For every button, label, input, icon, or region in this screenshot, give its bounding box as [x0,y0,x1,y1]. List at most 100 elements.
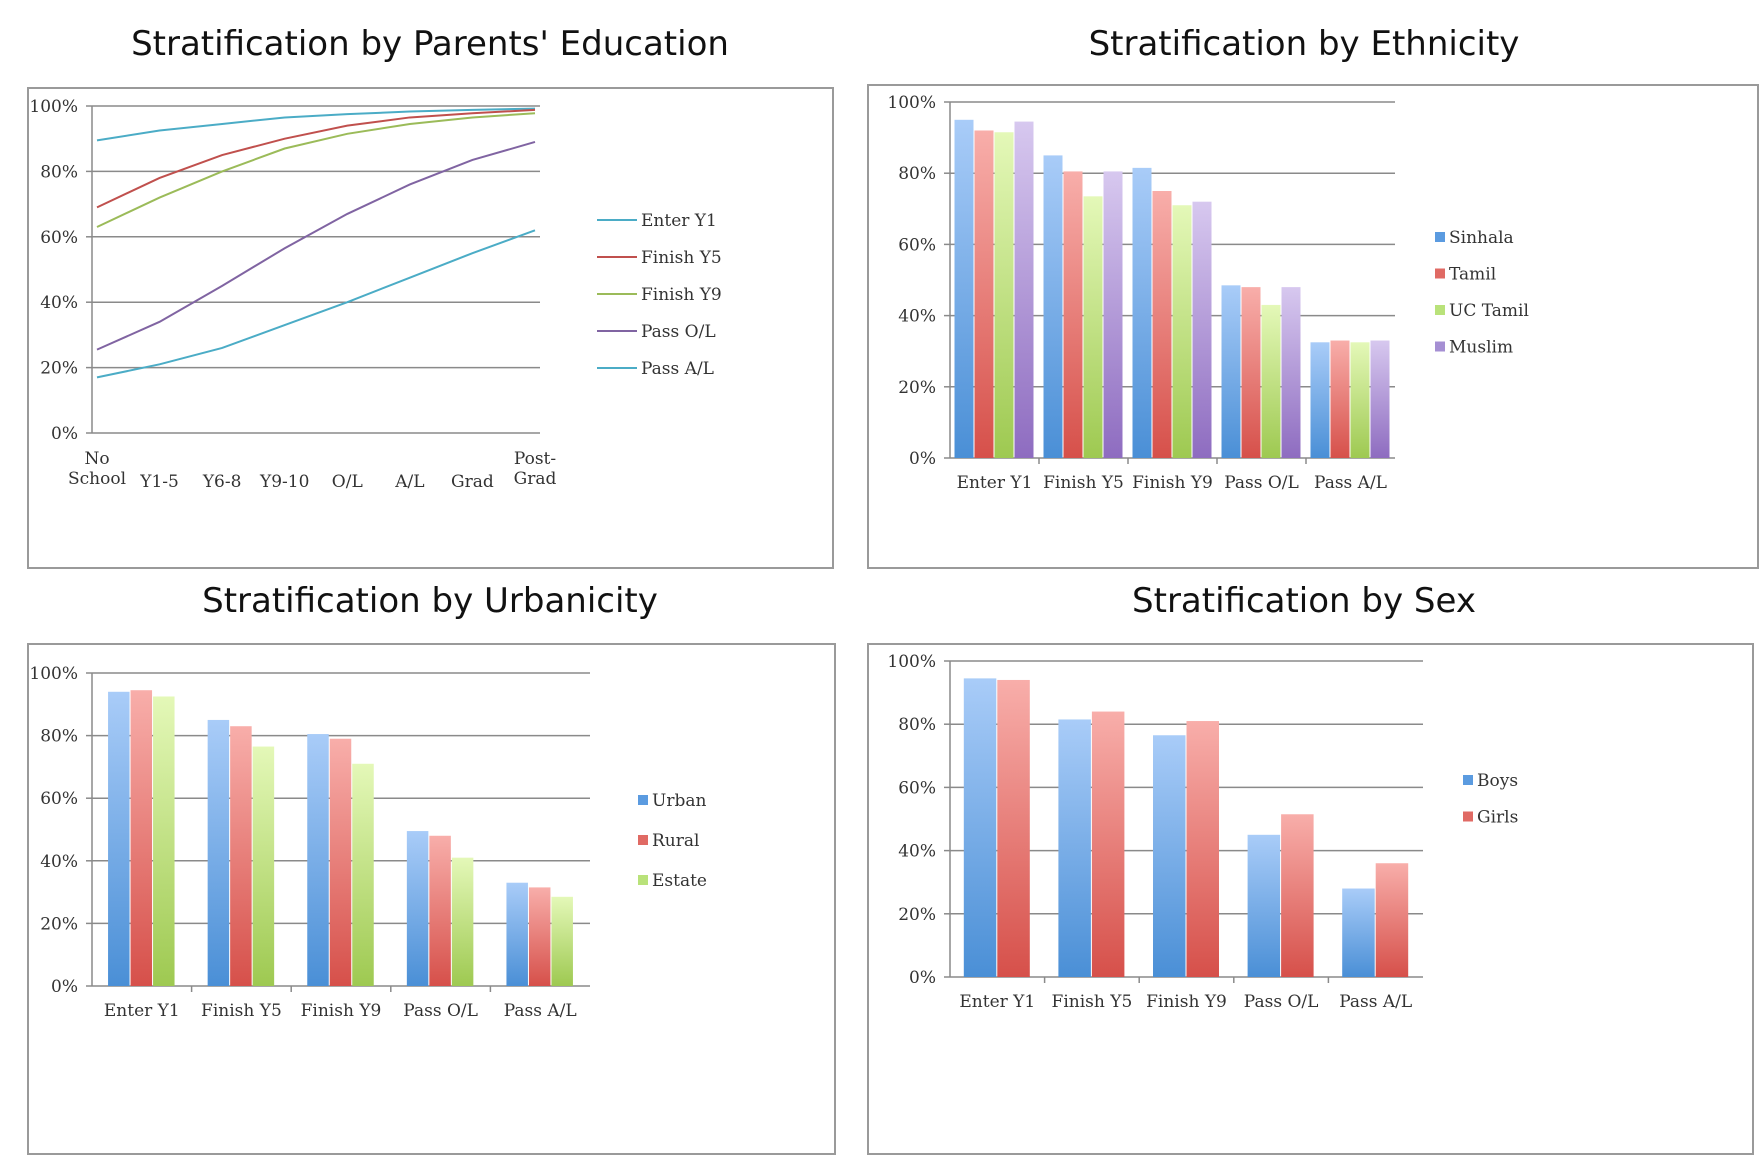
y-tick-label: 0% [909,968,936,988]
y-tick-label: 0% [51,424,78,444]
bar-estate [551,896,573,986]
bar-boys [1153,735,1186,977]
x-tick-label: Finish Y5 [201,1001,282,1021]
bar-sinhala [1043,155,1063,458]
bar-girls [1186,721,1219,977]
y-tick-label: 40% [898,842,936,862]
series-line [96,229,536,379]
bar-uc-tamil [1261,304,1281,458]
legend-swatch [638,875,648,885]
bar-girls [1375,863,1409,977]
bar-muslim [1192,201,1212,458]
y-tick-label: 100% [887,652,936,672]
bar-uc-tamil [1350,342,1370,458]
bar-urban [207,719,230,986]
bar-sinhala [1310,342,1330,458]
sex-chart: 0% 20% 40% 60% 80% 100% Enter Y1 Finish Y5 Finis… [887,652,1518,1012]
bar-uc-tamil [1172,205,1192,458]
bar-uc-tamil [1083,196,1103,458]
legend-label: Sinhala [1449,228,1514,248]
bar-estate [451,857,474,986]
x-tick-label: Finish Y5 [1052,992,1133,1012]
x-tick-label: Grad [514,469,557,489]
x-tick-label: Y6-8 [202,472,242,492]
y-tick-label: 60% [898,235,936,255]
legend-swatch [1435,305,1445,315]
bar-girls [997,679,1030,977]
legend-swatch [1435,268,1445,279]
series-line [96,141,536,351]
bar-tamil [974,130,994,459]
bar-rural [429,835,451,986]
legend-label: Pass A/L [641,359,714,379]
legend-label: Rural [652,831,699,851]
bar-sinhala [1221,285,1241,458]
bar-urban [406,831,429,986]
legend-label: Finish Y9 [641,285,722,305]
x-tick-label: A/L [394,472,424,492]
bar-girls [1281,814,1314,977]
y-tick-label: 100% [29,97,78,117]
y-tick-label: 80% [898,164,936,184]
x-tick-label: Finish Y9 [301,1001,382,1021]
bar-muslim [1103,171,1123,459]
legend-label: Girls [1477,808,1518,828]
x-tick-label: O/L [332,472,363,492]
bar-tamil [1063,171,1083,459]
bar-uc-tamil [994,132,1014,458]
x-tick-label: Enter Y1 [957,473,1033,493]
legend-swatch [638,835,648,845]
y-tick-label: 20% [40,359,78,379]
bar-sinhala [954,119,974,459]
x-tick-label: Pass O/L [1244,992,1319,1012]
y-tick-label: 40% [40,293,78,313]
ethnicity-chart-title: Stratification by Ethnicity [1088,24,1520,64]
y-tick-label: 0% [51,977,78,997]
bar-muslim [1370,340,1390,458]
x-tick-label: Finish Y9 [1132,473,1213,493]
urbanicity-chart-title: Stratification by Urbanicity [202,581,658,621]
y-tick-label: 100% [887,93,936,113]
y-tick-label: 20% [898,378,936,398]
bar-sinhala [1132,167,1152,459]
x-tick-label: Pass O/L [1224,473,1299,493]
legend-label: Estate [652,871,707,891]
ethnicity-chart: 0% 20% 40% 60% 80% 100% Enter Y1 Finish Y5 Finis… [887,93,1529,493]
x-tick-label: Y1-5 [139,472,179,492]
x-tick-label: No [84,449,109,469]
bar-boys [1058,719,1091,977]
bar-urban [307,734,329,986]
x-tick-label: Enter Y1 [959,992,1035,1012]
legend-label: Muslim [1449,338,1513,358]
x-tick-label: Pass A/L [504,1001,577,1021]
y-tick-label: 80% [40,727,78,747]
y-tick-label: 60% [40,228,78,248]
y-tick-label: 40% [40,852,78,872]
bar-rural [130,690,153,986]
y-tick-label: 100% [29,664,78,684]
bar-tamil [1330,340,1350,458]
legend-swatch [1463,775,1473,785]
legend-label: Tamil [1449,265,1496,285]
education-chart-title: Stratification by Parents' Education [131,24,729,64]
x-tick-label: Finish Y9 [1146,992,1227,1012]
y-tick-label: 60% [898,778,936,798]
y-tick-label: 80% [40,162,78,182]
x-tick-label: Pass O/L [403,1001,478,1021]
bar-estate [352,763,374,986]
legend-label: Pass O/L [641,322,716,342]
x-tick-label: Pass A/L [1314,473,1387,493]
legend-label: UC Tamil [1449,301,1529,321]
bar-girls [1091,711,1125,977]
bar-urban [108,691,130,986]
bar-boys [1247,834,1281,977]
education-chart-frame [27,87,834,569]
y-tick-label: 20% [898,905,936,925]
sex-chart-title: Stratification by Sex [1132,581,1476,621]
series-line [96,107,536,142]
x-tick-label: Pass A/L [1339,992,1412,1012]
y-tick-label: 20% [40,914,78,934]
legend-swatch [638,795,648,805]
series-line [96,108,536,209]
